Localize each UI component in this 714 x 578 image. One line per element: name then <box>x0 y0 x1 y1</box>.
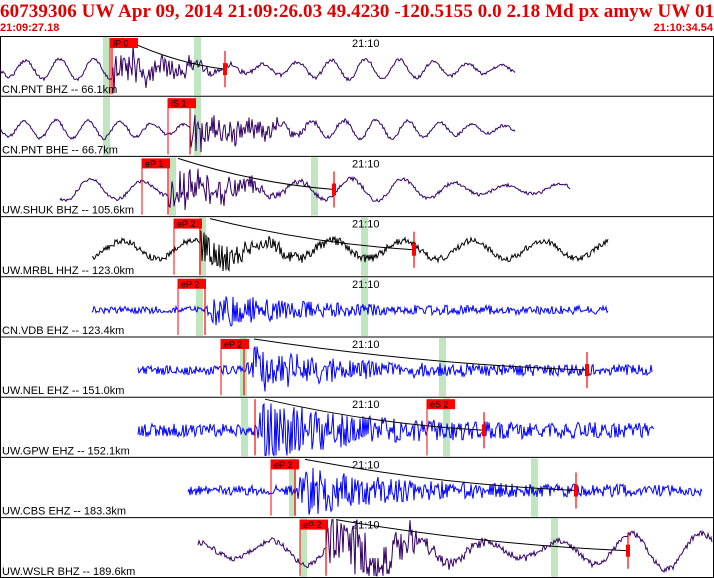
station-label: CN.PNT BHE -- 66.7km <box>2 144 118 156</box>
station-label: UW.CBS EHZ -- 183.3km <box>2 506 126 518</box>
minute-label: 21:10 <box>352 399 380 411</box>
waveform <box>91 230 609 272</box>
event-header: 60739306 UW Apr 09, 2014 21:09:26.03 49.… <box>0 0 714 36</box>
station-label: UW.GPW EHZ -- 152.1km <box>2 445 130 457</box>
pick-marker[interactable]: eP 2 <box>299 519 328 576</box>
coda-tick <box>626 544 630 557</box>
arrival-band <box>103 37 110 96</box>
arrival-band <box>361 217 368 276</box>
coda-tick <box>574 484 578 497</box>
coda-marker[interactable] <box>482 412 486 449</box>
pick-label: iS 1 <box>171 99 187 109</box>
waveform <box>91 296 609 327</box>
waveform <box>187 467 703 515</box>
arrival-band <box>311 157 318 216</box>
coda-marker[interactable] <box>574 472 578 509</box>
waveform <box>137 346 653 392</box>
moveout-curve <box>209 218 415 251</box>
trace-row[interactable]: 21:10 eP 2 UW.WSLR BHZ -- 189.6km <box>0 517 714 578</box>
pick-marker[interactable]: eS 2 <box>254 399 455 456</box>
minute-label: 21:10 <box>352 520 380 532</box>
trace-row[interactable]: 21:10 eP 2 UW.NEL EHZ -- 151.0km <box>0 336 714 397</box>
trace-row[interactable]: 21:10 eP 1 UW.SHUK BHZ -- 105.6km <box>0 155 714 217</box>
event-title: 60739306 UW Apr 09, 2014 21:09:26.03 49.… <box>0 1 714 22</box>
pick-marker[interactable]: eP 2 <box>220 339 249 396</box>
coda-tick <box>332 183 336 196</box>
coda-marker[interactable] <box>626 532 630 569</box>
station-label: CN.PNT BHZ -- 66.1km <box>2 84 117 96</box>
coda-marker[interactable] <box>223 51 227 88</box>
arrival-band <box>103 97 110 156</box>
pick-flag <box>142 158 170 169</box>
station-label: UW.WSLR BHZ -- 189.6km <box>2 566 135 578</box>
moveout-curve <box>177 157 335 191</box>
waveform <box>0 114 516 153</box>
coda-tick <box>223 63 227 76</box>
moveout-curve <box>253 338 588 371</box>
station-label: CN.VDB EHZ -- 123.4km <box>2 325 124 337</box>
arrival-band <box>241 398 248 457</box>
arrival-band <box>196 277 203 336</box>
waveform <box>0 44 516 94</box>
minute-label: 21:10 <box>352 38 380 50</box>
minute-label: 21:10 <box>352 339 380 351</box>
waveform <box>137 402 655 457</box>
pick-flag <box>174 218 202 229</box>
waveform <box>59 168 571 211</box>
pick-label: eP 2 <box>274 460 292 470</box>
pick-label: eP 1 <box>145 159 163 169</box>
arrival-band <box>531 458 538 517</box>
pick-flag <box>300 519 328 530</box>
trace-row[interactable]: 21:10 eP 2 CN.VDB EHZ -- 123.4km <box>0 276 714 337</box>
arrival-band <box>551 518 558 577</box>
pick-label: eS 2 <box>430 400 449 410</box>
moveout-curve <box>335 519 629 552</box>
pick-marker[interactable]: eP 2 <box>173 218 202 275</box>
trace-row[interactable]: 21:10 eP 2 UW.MRBL HHZ -- 123.0km <box>0 216 714 277</box>
pick-flag <box>271 459 299 470</box>
coda-marker[interactable] <box>412 231 416 268</box>
moveout-curve <box>304 458 577 492</box>
coda-marker[interactable] <box>585 352 589 389</box>
arrival-band <box>439 338 446 397</box>
coda-tick <box>585 364 589 377</box>
station-label: UW.SHUK BHZ -- 105.6km <box>2 205 134 217</box>
pick-flag <box>110 38 138 48</box>
pick-flag <box>221 339 249 349</box>
pick-label: iP 0 <box>113 39 128 49</box>
seismogram-panel[interactable]: 21:10 iP 0 CN.PNT BHZ -- 66.1km iS 1 CN.PNT … <box>0 36 714 578</box>
pick-flag <box>178 278 206 289</box>
pick-label: eP 2 <box>181 279 199 289</box>
arrival-band <box>199 217 206 276</box>
pick-flag <box>168 98 196 109</box>
pick-label: eP 2 <box>303 520 321 530</box>
pick-marker[interactable]: eP 1 <box>141 158 170 215</box>
arrival-band <box>289 458 296 517</box>
minute-label: 21:10 <box>352 219 380 231</box>
arrival-band <box>194 97 201 156</box>
window-end-time: 21:10:34.54 <box>653 22 713 34</box>
waveform <box>197 519 713 577</box>
coda-marker[interactable] <box>332 171 336 208</box>
coda-tick <box>412 243 416 256</box>
pick-label: eP 2 <box>177 219 195 229</box>
trace-row[interactable]: iS 1 CN.PNT BHE -- 66.7km <box>0 95 714 156</box>
window-start-time: 21:09:27.18 <box>0 22 60 34</box>
minute-label: 21:10 <box>352 279 380 291</box>
pick-marker[interactable]: iS 1 <box>167 98 196 155</box>
coda-tick <box>482 424 486 437</box>
station-label: UW.MRBL HHZ -- 123.0km <box>2 265 134 277</box>
minute-label: 21:10 <box>352 158 380 170</box>
pick-label: eP 2 <box>224 340 242 350</box>
trace-row[interactable]: 21:10 eS 2 UW.GPW EHZ -- 152.1km <box>0 396 714 457</box>
pick-marker[interactable]: eP 2 <box>270 459 299 516</box>
pick-marker[interactable]: eP 2 <box>177 278 206 335</box>
pick-flag <box>427 399 455 410</box>
pick-marker[interactable]: iP 0 <box>109 38 138 95</box>
trace-row[interactable]: 21:10 iP 0 CN.PNT BHZ -- 66.1km <box>0 37 516 96</box>
arrival-band <box>300 518 307 577</box>
moveout-curve <box>264 398 485 431</box>
station-label: UW.NEL EHZ -- 151.0km <box>2 385 124 397</box>
